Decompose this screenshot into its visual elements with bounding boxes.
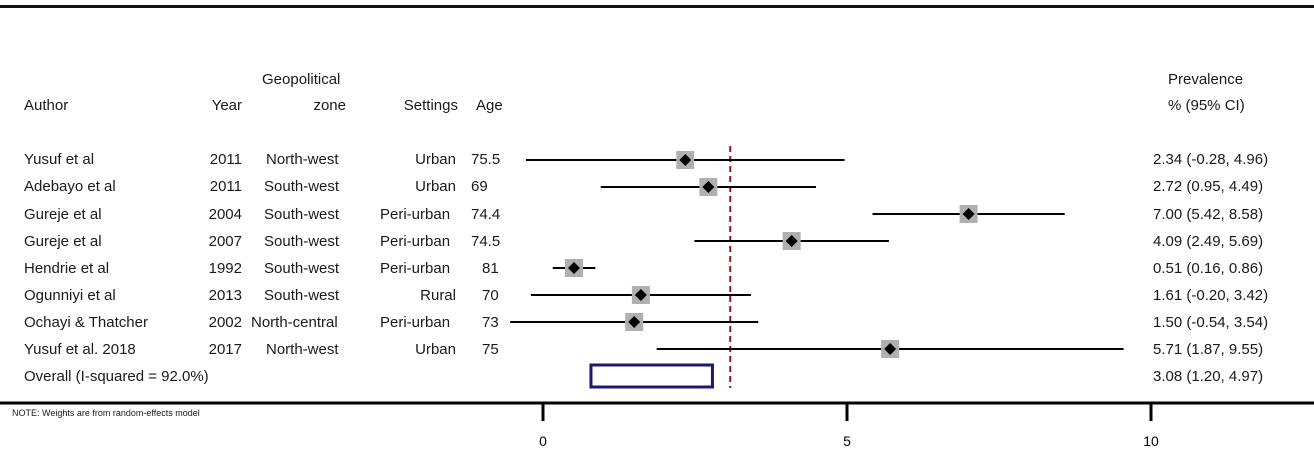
- footnote: NOTE: Weights are from random-effects mo…: [12, 408, 200, 418]
- row-zone: North-central: [251, 314, 338, 331]
- point-estimate: [962, 208, 975, 220]
- row-year: 2007: [208, 233, 242, 250]
- row-setting: Urban: [415, 151, 456, 168]
- row-year: 2011: [209, 151, 242, 168]
- row-age: 74.5: [471, 233, 501, 250]
- row-age: 69: [471, 178, 488, 195]
- point-estimate: [702, 181, 715, 193]
- row-ci-text: 2.34 (-0.28, 4.96): [1153, 151, 1269, 168]
- header-age: Age: [476, 97, 503, 114]
- row-author: Yusuf et al: [24, 151, 95, 168]
- header-zone-line2: zone: [313, 97, 346, 114]
- x-tick-label: 5: [843, 433, 851, 449]
- overall-label: Overall (I-squared = 92.0%): [24, 368, 209, 385]
- point-estimate: [884, 343, 897, 355]
- row-setting: Urban: [415, 341, 456, 358]
- row-zone: South-west: [264, 206, 340, 223]
- row-author: Ogunniyi et al: [24, 287, 116, 304]
- row-zone: South-west: [264, 260, 340, 277]
- row-age: 73: [482, 314, 499, 331]
- row-age: 70: [482, 287, 499, 304]
- row-age: 75: [482, 341, 499, 358]
- row-year: 2004: [208, 206, 242, 223]
- row-zone: South-west: [264, 287, 340, 304]
- overall-box: [589, 363, 714, 389]
- header-prevalence-line1: Prevalence: [1168, 71, 1244, 88]
- point-estimate: [634, 289, 647, 301]
- row-ci-text: 4.09 (2.49, 5.69): [1153, 233, 1264, 250]
- header-zone-line1: Geopolitical: [262, 71, 341, 88]
- row-setting: Peri-urban: [380, 233, 451, 250]
- x-tick-label: 0: [539, 433, 547, 449]
- header-author: Author: [24, 97, 69, 114]
- row-year: 1992: [208, 260, 242, 277]
- header-prevalence-line2: % (95% CI): [1168, 97, 1245, 114]
- top-rule: [0, 5, 1314, 8]
- row-author: Adebayo et al: [24, 178, 116, 195]
- overall-ci-text: 3.08 (1.20, 4.97): [1153, 368, 1264, 385]
- row-zone: North-west: [266, 341, 339, 358]
- row-year: 2011: [209, 178, 242, 195]
- point-estimate: [679, 154, 692, 166]
- row-setting: Urban: [415, 178, 456, 195]
- row-ci-text: 1.61 (-0.20, 3.42): [1153, 287, 1269, 304]
- row-year: 2013: [208, 287, 242, 304]
- row-ci-text: 7.00 (5.42, 8.58): [1153, 206, 1264, 223]
- row-setting: Peri-urban: [380, 260, 451, 277]
- point-estimate: [568, 262, 581, 274]
- row-author: Hendrie et al: [24, 260, 110, 277]
- row-ci-text: 1.50 (-0.54, 3.54): [1153, 314, 1269, 331]
- row-year: 2002: [208, 314, 242, 331]
- row-ci-text: 0.51 (0.16, 0.86): [1153, 260, 1264, 277]
- row-author: Gureje et al: [24, 206, 102, 223]
- row-author: Gureje et al: [24, 233, 102, 250]
- point-estimate: [785, 235, 798, 247]
- row-setting: Rural: [420, 287, 456, 304]
- row-zone: South-west: [264, 178, 340, 195]
- point-estimate: [628, 316, 641, 328]
- row-age: 81: [482, 260, 499, 277]
- row-ci-text: 5.71 (1.87, 9.55): [1153, 341, 1264, 358]
- row-setting: Peri-urban: [380, 206, 451, 223]
- row-author: Yusuf et al. 2018: [24, 341, 136, 358]
- header-settings: Settings: [403, 97, 458, 114]
- row-zone: North-west: [266, 151, 339, 168]
- row-author: Ochayi & Thatcher: [24, 314, 148, 331]
- header-year: Year: [211, 97, 242, 114]
- x-tick-label: 10: [1143, 433, 1159, 449]
- row-ci-text: 2.72 (0.95, 4.49): [1153, 178, 1264, 195]
- row-age: 74.4: [471, 206, 501, 223]
- row-setting: Peri-urban: [380, 314, 451, 331]
- row-age: 75.5: [471, 151, 501, 168]
- row-year: 2017: [208, 341, 242, 358]
- row-zone: South-west: [264, 233, 340, 250]
